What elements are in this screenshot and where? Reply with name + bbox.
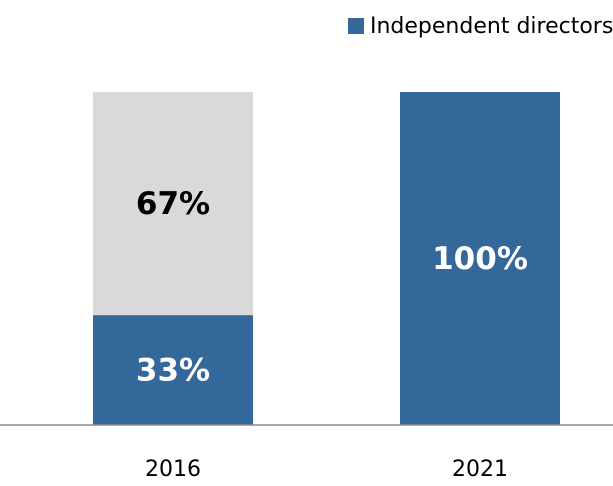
data-label: 100%: [432, 241, 528, 277]
legend-label: Independent directors: [370, 14, 613, 39]
data-label: 33%: [136, 353, 210, 389]
bar-segment: [400, 92, 560, 425]
bar-segment: [93, 92, 253, 316]
legend-swatch: [348, 18, 364, 34]
data-label: 67%: [136, 186, 210, 222]
bar-segment: [93, 315, 253, 425]
x-tick-label: 2016: [145, 457, 201, 482]
x-tick-label: 2021: [452, 457, 508, 482]
